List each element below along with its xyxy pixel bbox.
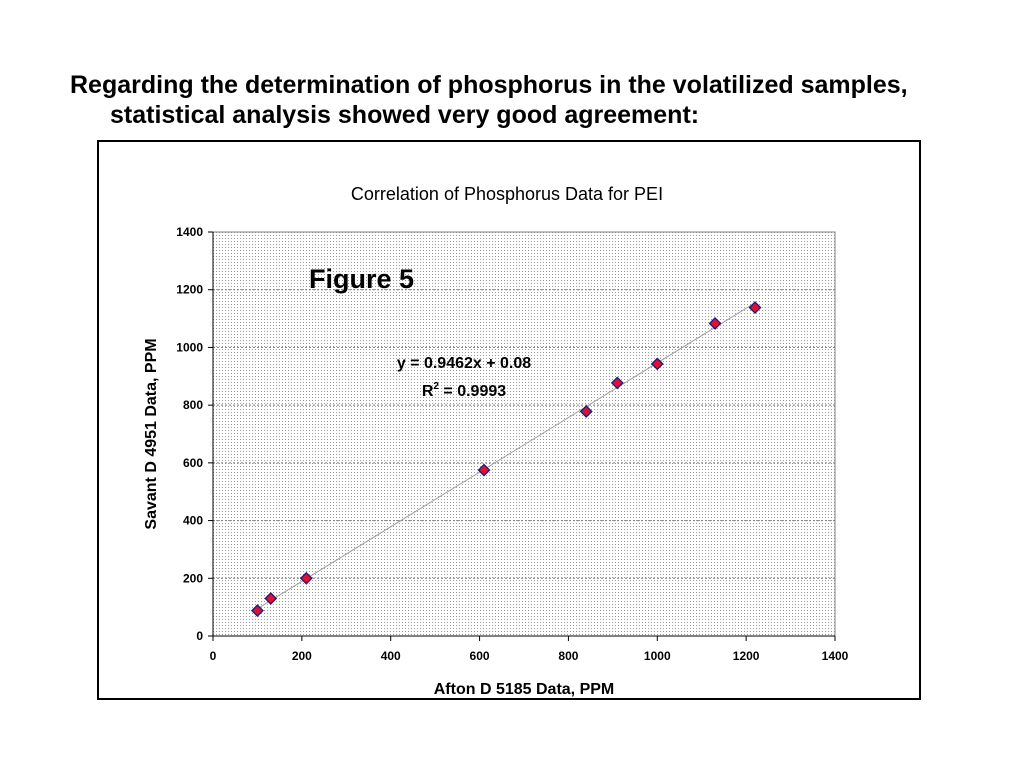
data-point: [748, 301, 762, 315]
y-tick-label: 200: [183, 571, 203, 585]
data-point: [650, 357, 664, 371]
y-tick-label: 1200: [176, 283, 203, 297]
scatter-chart: Correlation of Phosphorus Data for PEI 0…: [143, 184, 849, 698]
r-squared-label: R2 = 0.9993: [422, 381, 506, 400]
data-point: [477, 463, 491, 477]
y-axis-label: Savant D 4951 Data, PPM: [143, 338, 160, 529]
x-axis-label: Afton D 5185 Data, PPM: [434, 681, 614, 698]
x-tick-label: 1400: [822, 649, 849, 663]
slide-heading: Regarding the determination of phosphoru…: [70, 71, 908, 129]
trendline: [257, 302, 756, 610]
chart-frame: Correlation of Phosphorus Data for PEI 0…: [97, 140, 921, 700]
figure-label: Figure 5: [309, 264, 414, 294]
trendline-equation: y = 0.9462x + 0.08: [397, 355, 531, 372]
r-squared-superscript: 2: [433, 381, 439, 392]
y-tick-label: 1000: [176, 340, 203, 354]
x-tick-label: 0: [210, 649, 217, 663]
chart-title: Correlation of Phosphorus Data for PEI: [351, 184, 663, 204]
data-point: [299, 571, 313, 585]
y-tick-label: 400: [183, 514, 203, 528]
data-point: [251, 604, 264, 618]
y-tick-label: 600: [183, 456, 203, 470]
y-tick-label: 1400: [176, 225, 203, 239]
x-tick-label: 1200: [733, 649, 760, 663]
y-tick-label: 0: [196, 629, 203, 643]
data-point: [708, 317, 722, 330]
x-tick-label: 400: [381, 649, 401, 663]
plot-area: [212, 231, 836, 637]
x-tick-label: 600: [470, 649, 490, 663]
x-tick-label: 1000: [644, 649, 671, 663]
x-tick-label: 800: [558, 649, 578, 663]
data-point: [579, 405, 593, 418]
data-point: [264, 592, 278, 605]
data-point: [610, 376, 624, 390]
r-squared-prefix: R: [422, 383, 434, 400]
axes: [208, 231, 836, 641]
r-squared-value: = 0.9993: [439, 383, 506, 400]
x-tick-label: 200: [292, 649, 312, 663]
y-tick-label: 800: [183, 398, 203, 412]
tick-labels: 0 200 400 600 800 1000 1200 1400 0 200 400 600 800 10…: [176, 225, 848, 663]
data-points: [251, 301, 762, 618]
